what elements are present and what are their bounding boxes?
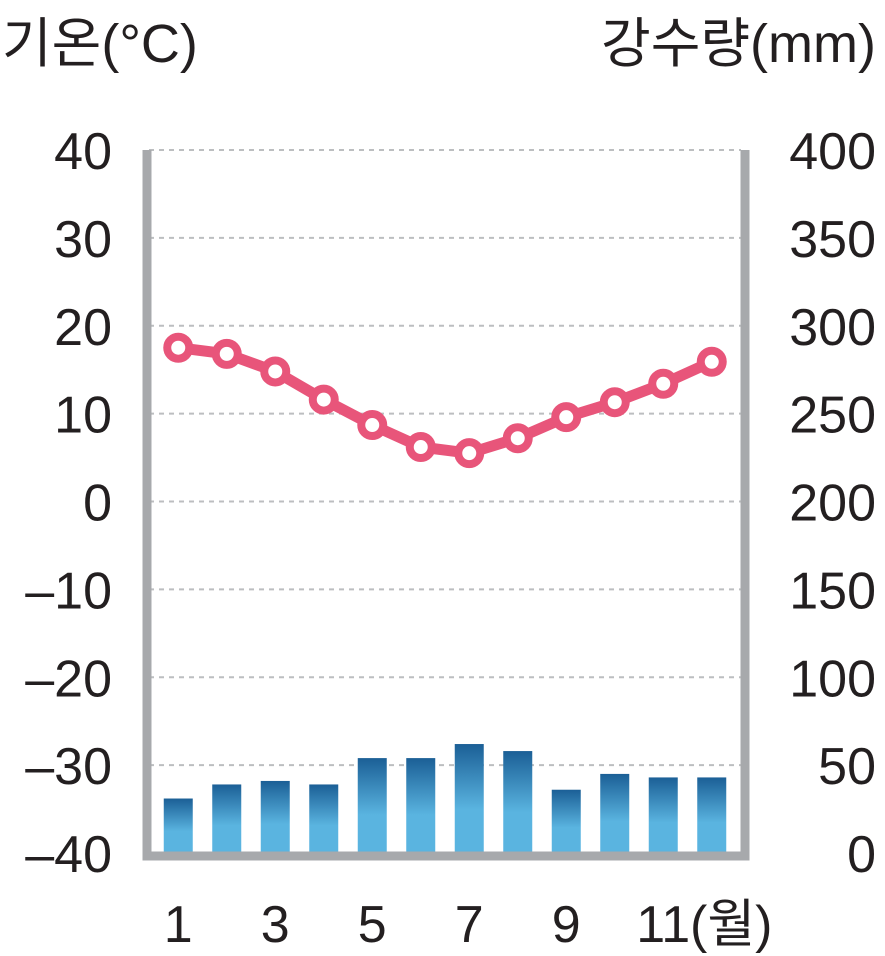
precipitation-bars bbox=[163, 744, 727, 853]
right-tick-label: 0 bbox=[847, 826, 876, 884]
precip-bar-4 bbox=[309, 784, 339, 853]
left-tick-label: 0 bbox=[83, 475, 112, 533]
temp-point-1 bbox=[163, 332, 194, 363]
temperature-line bbox=[163, 332, 727, 469]
precip-bar-11 bbox=[648, 777, 678, 853]
left-tick-label: –20 bbox=[25, 650, 112, 708]
precip-bar-12 bbox=[697, 777, 727, 853]
left-tick-label: –30 bbox=[25, 738, 112, 796]
precip-bar-10 bbox=[600, 773, 630, 853]
temp-point-11 bbox=[648, 368, 679, 399]
gridlines bbox=[149, 149, 741, 767]
temperature-series-line bbox=[172, 342, 718, 459]
plot-frame bbox=[142, 150, 750, 861]
precip-bar-6 bbox=[406, 758, 436, 853]
temp-point-7 bbox=[454, 438, 485, 469]
temp-point-8 bbox=[502, 423, 533, 454]
right-tick-label: 50 bbox=[818, 738, 876, 796]
right-axis-title: 강수량(mm) bbox=[601, 14, 876, 74]
left-tick-label: 10 bbox=[54, 387, 112, 445]
x-tick-label: 1 bbox=[164, 896, 193, 954]
right-tick-label: 250 bbox=[789, 387, 876, 445]
precip-bar-9 bbox=[551, 789, 581, 853]
precip-bar-7 bbox=[454, 744, 484, 853]
x-tick-label: 11 bbox=[636, 896, 690, 954]
right-tick-label: 400 bbox=[789, 123, 876, 181]
x-unit-label: (월) bbox=[690, 896, 772, 954]
precip-bar-1 bbox=[163, 798, 193, 853]
temp-point-12 bbox=[696, 346, 727, 377]
temp-point-2 bbox=[211, 338, 242, 369]
temp-point-3 bbox=[260, 356, 291, 387]
x-tick-label: 5 bbox=[358, 896, 387, 954]
tick-labels: 403020100–10–20–30–404003503002502001501… bbox=[25, 123, 876, 954]
right-tick-label: 350 bbox=[789, 211, 876, 269]
left-tick-label: 40 bbox=[54, 123, 112, 181]
temp-point-9 bbox=[551, 402, 582, 433]
precip-bar-2 bbox=[212, 784, 242, 853]
left-axis-title: 기온(°C) bbox=[2, 14, 198, 74]
precip-bar-5 bbox=[357, 758, 387, 853]
right-tick-label: 100 bbox=[789, 650, 876, 708]
right-tick-label: 300 bbox=[789, 299, 876, 357]
right-tick-label: 150 bbox=[789, 562, 876, 620]
left-tick-label: 30 bbox=[54, 211, 112, 269]
axis-frame bbox=[142, 150, 750, 861]
precip-bar-3 bbox=[260, 780, 290, 853]
x-tick-label: 3 bbox=[261, 896, 290, 954]
left-tick-label: 20 bbox=[54, 299, 112, 357]
precip-bar-8 bbox=[503, 751, 533, 853]
right-tick-label: 200 bbox=[789, 475, 876, 533]
temp-point-10 bbox=[599, 387, 630, 418]
x-tick-label: 9 bbox=[552, 896, 581, 954]
left-tick-label: –10 bbox=[25, 562, 112, 620]
left-tick-label: –40 bbox=[25, 826, 112, 884]
x-tick-label: 7 bbox=[455, 896, 484, 954]
temp-point-6 bbox=[405, 432, 436, 463]
temp-point-4 bbox=[308, 384, 339, 415]
temp-point-5 bbox=[357, 410, 388, 441]
